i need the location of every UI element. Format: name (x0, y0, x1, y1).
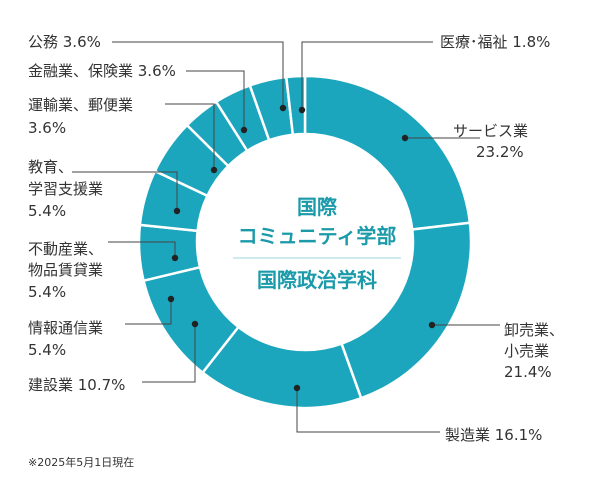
label-construction: 建設業 10.7% (28, 376, 125, 394)
leader-it-dot (167, 295, 175, 303)
label-education-name1: 教育、 (28, 158, 73, 176)
leader-finance-line (186, 70, 245, 130)
label-retail-value: 21.4% (504, 363, 552, 381)
label-it-value: 5.4% (28, 341, 66, 359)
label-manufacturing: 製造業 16.1% (445, 426, 542, 444)
leader-lines (72, 41, 500, 433)
leader-education-line (72, 171, 178, 211)
center-label-line2: コミュニティ学部 (238, 224, 397, 248)
leader-transport-line (165, 103, 215, 170)
leader-realestate-line (108, 241, 176, 258)
label-it-name: 情報通信業 (28, 319, 103, 337)
label-education-value: 5.4% (28, 202, 66, 220)
leader-service-dot (401, 134, 409, 142)
label-realestate-value: 5.4% (28, 283, 66, 301)
center-label-line3: 国際政治学科 (257, 268, 377, 292)
label-retail-name1: 卸売業、 (504, 321, 564, 339)
leader-transport-dot (210, 166, 218, 174)
label-realestate-name1: 不動産業、 (28, 240, 103, 258)
label-retail-name2: 小売業 (504, 342, 549, 360)
label-service-name: サービス業 (453, 122, 528, 140)
leader-finance-dot (240, 126, 248, 134)
leader-public-dot (279, 104, 287, 112)
label-transport-name: 運輸業、郵便業 (28, 96, 133, 114)
leader-medical-dot (298, 106, 306, 114)
label-realestate-name2: 物品賃貸業 (28, 261, 103, 279)
leader-education-dot (173, 207, 181, 215)
label-medical: 医療･福祉 1.8% (440, 33, 550, 51)
leader-retail-dot (428, 321, 436, 329)
leader-manufacturing-dot (293, 384, 301, 392)
leader-medical-line (301, 41, 433, 110)
leader-construction-line (142, 324, 196, 383)
leader-manufacturing-line (296, 388, 440, 433)
center-label-line1: 国際 (297, 195, 338, 219)
leader-construction-dot (191, 320, 199, 328)
leader-it-line (125, 299, 172, 325)
leader-public-line (112, 41, 284, 108)
donut-slices (137, 74, 473, 410)
donut-slice-11 (284, 74, 307, 137)
label-public: 公務 3.6% (28, 33, 101, 51)
donut-slice-2 (339, 221, 473, 400)
label-finance: 金融業、保険業 3.6% (28, 62, 176, 80)
label-service-value: 23.2% (476, 143, 524, 161)
date-note: ※2025年5月1日現在 (28, 455, 134, 469)
label-transport-value: 3.6% (28, 119, 66, 137)
leader-realestate-dot (171, 254, 179, 262)
label-education-name2: 学習支援業 (28, 180, 103, 198)
